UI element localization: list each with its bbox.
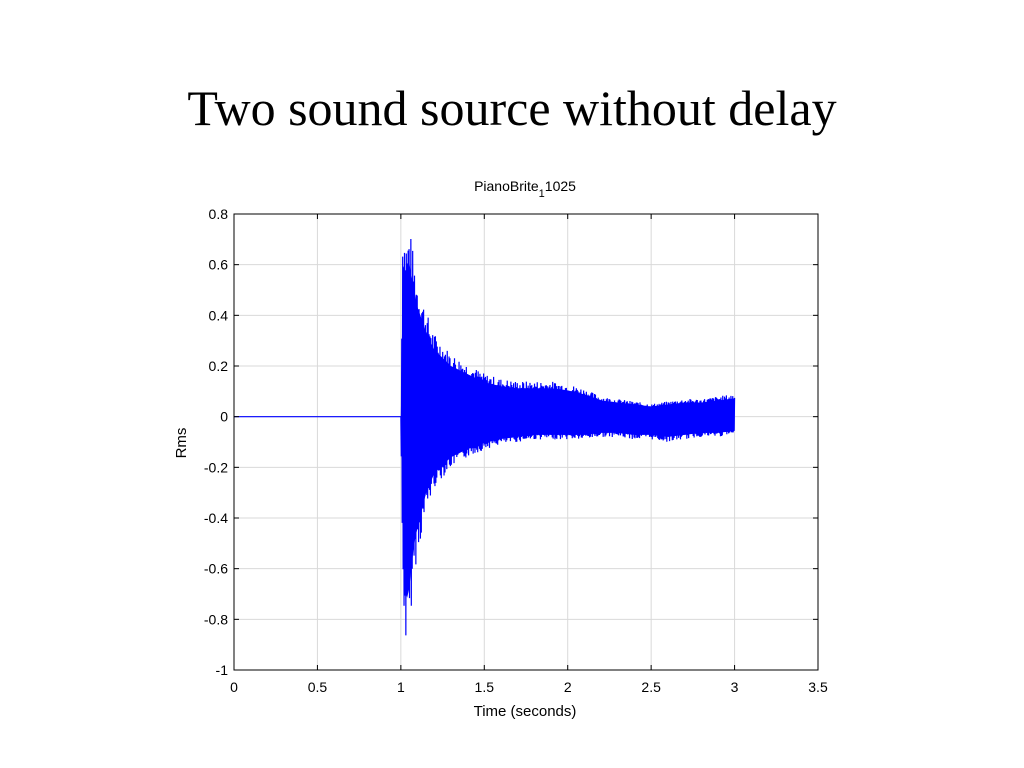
- x-axis-title: Time (seconds): [474, 703, 577, 720]
- x-tick-label: 0.5: [308, 679, 328, 695]
- x-tick-label: 2: [564, 679, 572, 695]
- x-tick-label: 2.5: [641, 679, 661, 695]
- plot-frame: [233, 213, 819, 671]
- signal-waveform-body: [400, 262, 735, 598]
- x-tick-labels: 0 0.5 1 1.5 2 2.5 3 3.5: [230, 679, 828, 695]
- y-tick-label: 0.8: [209, 206, 229, 222]
- y-tick-label: 0: [220, 409, 228, 425]
- chart-title: PianoBrite11025: [474, 178, 576, 200]
- y-tick-label: -1: [216, 662, 229, 678]
- y-tick-label: -0.8: [204, 611, 228, 627]
- x-tick-label: 3.5: [808, 679, 828, 695]
- signal-layer: [234, 238, 736, 636]
- chart-title-subscript: 1: [539, 188, 545, 200]
- y-tick-label: 0.6: [209, 257, 229, 273]
- y-tick-labels: 0.8 0.6 0.4 0.2 0 -0.2 -0.4 -0.6 -0.8 -1: [204, 206, 228, 678]
- x-tick-label: 1.5: [475, 679, 495, 695]
- x-tick-label: 0: [230, 679, 238, 695]
- slide-title: Two sound source without delay: [187, 80, 837, 136]
- y-tick-label: 0.2: [209, 358, 229, 374]
- y-tick-label: -0.2: [204, 459, 228, 475]
- x-tick-label: 1: [397, 679, 405, 695]
- x-tick-label: 3: [731, 679, 739, 695]
- grid-lines: [233, 213, 819, 671]
- chart-title-main: PianoBrite: [474, 178, 539, 194]
- chart-title-suffix: 1025: [545, 178, 576, 194]
- y-axis-title: Rms: [173, 428, 190, 459]
- tick-marks: [233, 213, 819, 671]
- y-tick-label: -0.6: [204, 561, 228, 577]
- y-tick-label: -0.4: [204, 510, 228, 526]
- y-tick-label: 0.4: [209, 307, 229, 323]
